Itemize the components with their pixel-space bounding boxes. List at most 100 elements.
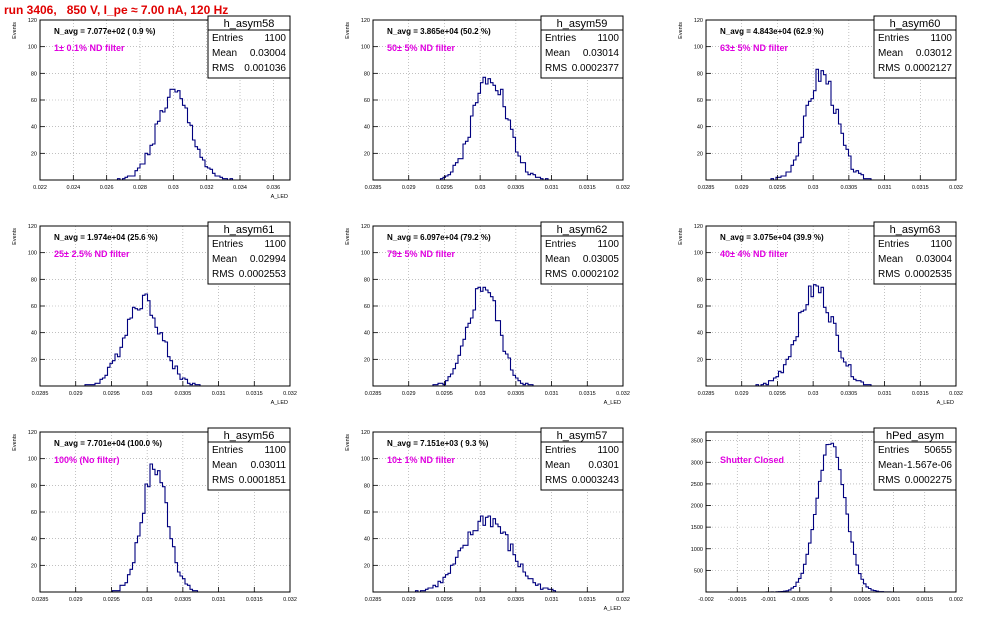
x-axis-title: A_LED <box>271 194 288 200</box>
y-tick-label: 60 <box>31 510 37 516</box>
x-tick-label: -0.001 <box>761 597 777 603</box>
x-tick-label: 0.03 <box>142 597 153 603</box>
stats-value: 0.03004 <box>916 254 953 265</box>
histogram-panel: 0.0285 0.029 0.0295 0.03 0.0305 0.031 0.0315 0.… <box>678 221 963 406</box>
x-axis-title: A_LED <box>604 606 621 612</box>
x-tick-label: 0.0315 <box>912 391 929 397</box>
stats-key: Entries <box>545 239 576 250</box>
x-tick-label: 0.0285 <box>698 185 715 191</box>
stats-key: Mean <box>212 460 237 471</box>
y-tick-label: 60 <box>364 304 370 310</box>
stats-value: 0.0301 <box>588 460 619 471</box>
x-tick-label: 0.0305 <box>507 185 524 191</box>
histogram-line <box>40 88 290 181</box>
navg-label: N_avg = 1.974e+04 (25.6 %) <box>54 233 158 242</box>
x-tick-label: 0.0005 <box>854 597 871 603</box>
stats-value: 1100 <box>264 445 286 456</box>
stats-box <box>540 15 624 79</box>
x-tick-label: 0 <box>829 597 832 603</box>
stats-value: 0.03011 <box>251 460 287 471</box>
histogram-line <box>373 515 623 593</box>
x-tick-label: 0.03 <box>808 185 819 191</box>
stats-key: RMS <box>212 475 235 486</box>
stats-value: 0.03004 <box>250 48 287 59</box>
stats-box <box>540 427 624 491</box>
y-tick-label: 100 <box>361 251 370 257</box>
y-axis-title: Events <box>345 22 351 39</box>
stats-key: RMS <box>878 63 901 74</box>
filter-label: 50± 5% ND filter <box>387 43 455 53</box>
x-tick-label: 0.029 <box>402 597 416 603</box>
histogram-name: h_asym60 <box>890 18 941 30</box>
stats-key: Entries <box>212 33 243 44</box>
x-tick-label: 0.026 <box>100 185 114 191</box>
x-tick-label: 0.032 <box>616 185 630 191</box>
x-tick-label: 0.029 <box>735 391 749 397</box>
x-tick-label: 0.0285 <box>32 391 49 397</box>
stats-key: RMS <box>212 63 235 74</box>
y-tick-label: 100 <box>694 251 703 257</box>
navg-label: N_avg = 7.151e+03 ( 9.3 %) <box>387 439 489 448</box>
stats-key: Entries <box>212 445 243 456</box>
y-tick-label: 1500 <box>691 525 703 531</box>
y-tick-label: 40 <box>364 125 370 131</box>
x-tick-label: 0.0315 <box>246 597 263 603</box>
filter-label: 79± 5% ND filter <box>387 249 455 259</box>
stats-value: 0.03005 <box>583 254 620 265</box>
y-tick-label: 100 <box>694 45 703 51</box>
stats-key: RMS <box>545 269 568 280</box>
stats-key: Mean <box>545 48 570 59</box>
page-title: run 3406, 850 V, I_pe ≈ 7.00 nA, 120 Hz <box>4 3 229 17</box>
x-tick-label: 0.0295 <box>769 185 786 191</box>
histogram-panel: 0.022 0.024 0.026 0.028 0.03 0.032 0.034 0.036 2… <box>12 15 291 200</box>
stats-box <box>207 15 291 79</box>
y-tick-label: 80 <box>31 71 37 77</box>
histogram-line <box>706 68 956 181</box>
x-tick-label: 0.032 <box>949 391 963 397</box>
histogram-panel: 0.0285 0.029 0.0295 0.03 0.0305 0.031 0.0315 0.… <box>12 221 297 406</box>
y-tick-label: 20 <box>31 151 37 157</box>
y-tick-label: 40 <box>697 125 703 131</box>
y-tick-label: 40 <box>364 331 370 337</box>
y-tick-label: 80 <box>697 71 703 77</box>
x-tick-label: 0.031 <box>545 185 559 191</box>
y-tick-label: 80 <box>31 483 37 489</box>
x-tick-label: 0.0295 <box>436 597 453 603</box>
x-tick-label: 0.0285 <box>365 185 382 191</box>
x-tick-label: 0.002 <box>949 597 963 603</box>
x-tick-label: 0.0285 <box>698 391 715 397</box>
x-tick-label: 0.03 <box>142 391 153 397</box>
stats-value: 0.0002377 <box>572 63 620 74</box>
y-axis-title: Events <box>345 228 351 245</box>
histogram-panel: 0.0285 0.029 0.0295 0.03 0.0305 0.031 0.0315 0.… <box>345 221 630 406</box>
y-tick-label: 1000 <box>691 547 703 553</box>
y-tick-label: 3500 <box>691 439 703 445</box>
histogram-line <box>373 76 623 181</box>
y-tick-label: 80 <box>31 277 37 283</box>
stats-box <box>873 15 957 79</box>
stats-value: 0.001036 <box>244 63 286 74</box>
stats-value: 0.0002535 <box>905 269 953 280</box>
x-tick-label: 0.03 <box>475 185 486 191</box>
y-tick-label: 2500 <box>691 482 703 488</box>
y-tick-label: 100 <box>28 457 37 463</box>
x-tick-label: 0.0285 <box>32 597 49 603</box>
stats-box <box>873 221 957 285</box>
y-tick-label: 120 <box>28 224 37 230</box>
x-tick-label: 0.0305 <box>840 185 857 191</box>
stats-value: 1100 <box>930 33 952 44</box>
stats-key: Entries <box>878 239 909 250</box>
y-tick-label: 120 <box>694 224 703 230</box>
x-tick-label: -0.0015 <box>728 597 747 603</box>
x-tick-label: 0.0295 <box>103 597 120 603</box>
x-tick-label: 0.0295 <box>436 391 453 397</box>
stats-value: 1100 <box>930 239 952 250</box>
stats-box <box>207 221 291 285</box>
y-tick-label: 120 <box>361 18 370 24</box>
stats-key: Mean <box>878 254 903 265</box>
y-tick-label: 40 <box>31 537 37 543</box>
x-tick-label: 0.031 <box>878 391 892 397</box>
x-tick-label: 0.031 <box>212 597 226 603</box>
x-tick-label: 0.029 <box>69 597 83 603</box>
